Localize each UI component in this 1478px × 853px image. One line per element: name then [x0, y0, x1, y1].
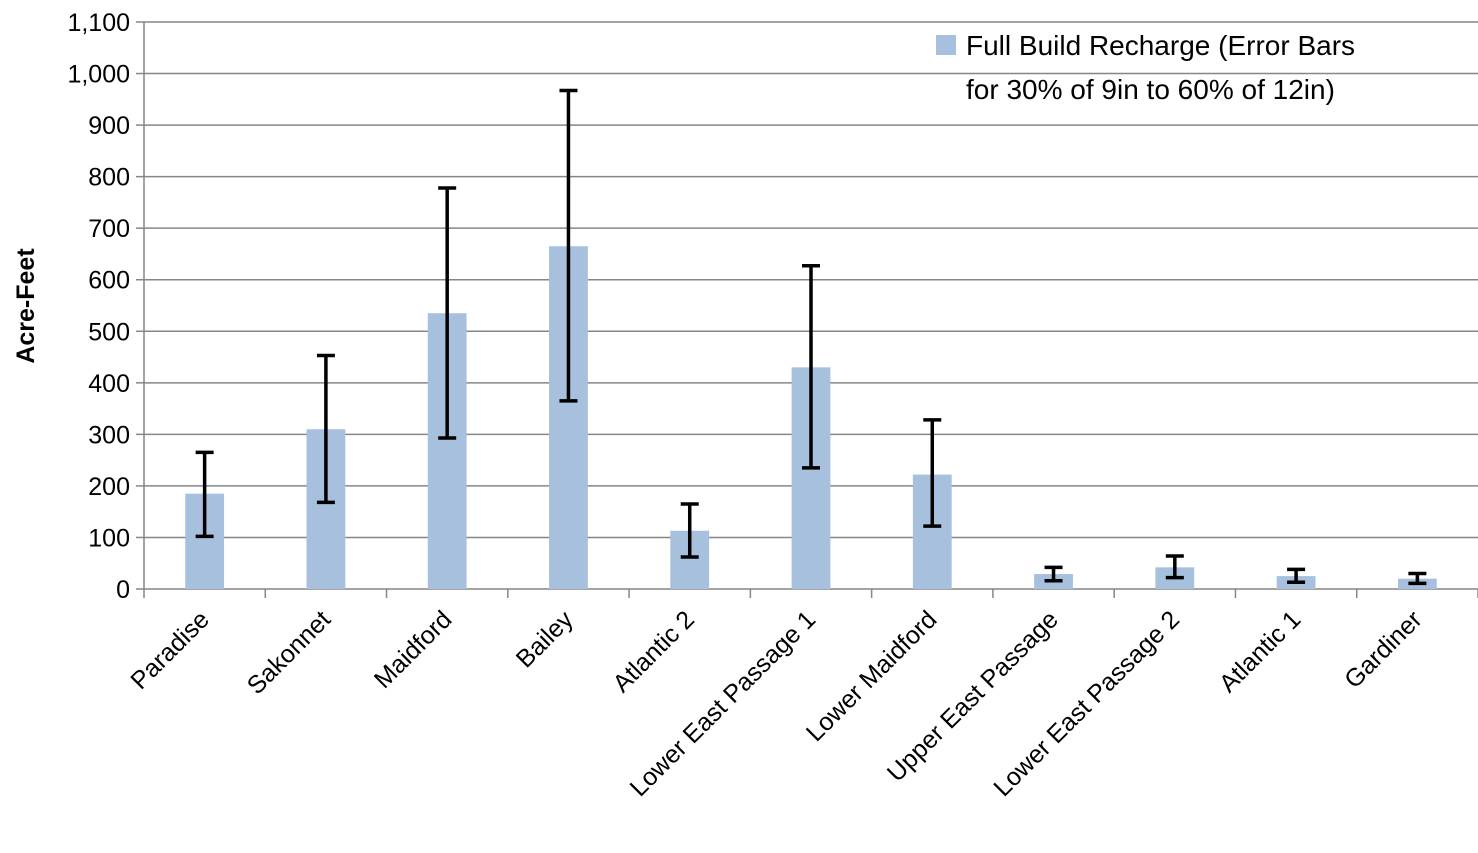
- x-tick-marks: [143, 589, 1478, 598]
- category-label: Gardiner: [1339, 605, 1428, 694]
- legend: Full Build Recharge (Error Bars for 30% …: [936, 30, 1355, 105]
- category-labels: Paradise Sakonnet Maidford Bailey Atlantic 2…: [125, 605, 1427, 802]
- error-bar: [1044, 565, 1063, 583]
- y-tick-label: 100: [88, 524, 130, 552]
- y-axis-label: Acre-Feet: [12, 248, 40, 364]
- y-tick-label: 1,100: [67, 9, 130, 37]
- bars: [185, 246, 1437, 590]
- error-bar: [1408, 571, 1427, 586]
- error-bar: [316, 353, 335, 505]
- legend-line-2: for 30% of 9in to 60% of 12in): [966, 74, 1335, 105]
- legend-line-1: Full Build Recharge (Error Bars: [966, 30, 1355, 61]
- category-label: Paradise: [125, 605, 215, 695]
- y-tick-label: 700: [88, 215, 130, 243]
- y-tick-label: 200: [88, 473, 130, 501]
- error-bar: [802, 264, 820, 470]
- y-tick-label: 800: [88, 164, 130, 192]
- category-label: Lower Maidford: [801, 605, 943, 747]
- y-tick-label: 500: [88, 318, 130, 346]
- category-label: Atlantic 1: [1214, 605, 1307, 698]
- error-bar: [559, 88, 578, 403]
- y-tick-labels: 0 100 200 300 400 500 600 700 800 900 1,000 1,100: [67, 9, 130, 604]
- category-label: Sakonnet: [242, 605, 337, 700]
- legend-swatch: [936, 35, 956, 55]
- y-tick-label: 400: [88, 370, 130, 398]
- error-bars: [195, 88, 1427, 586]
- error-bar: [680, 502, 699, 559]
- error-bar: [438, 186, 457, 440]
- y-tick-label: 600: [88, 267, 130, 295]
- category-label: Maidford: [369, 605, 458, 694]
- category-label: Bailey: [511, 605, 579, 673]
- y-tick-label: 900: [88, 112, 130, 140]
- error-bar: [1287, 567, 1306, 585]
- y-tick-label: 300: [88, 421, 130, 449]
- error-bar: [923, 418, 942, 528]
- error-bar: [195, 450, 214, 539]
- y-tick-label: 1,000: [67, 61, 130, 89]
- y-tick-label: 0: [116, 576, 130, 604]
- category-label: Atlantic 2: [607, 605, 700, 698]
- error-bar: [1165, 554, 1184, 580]
